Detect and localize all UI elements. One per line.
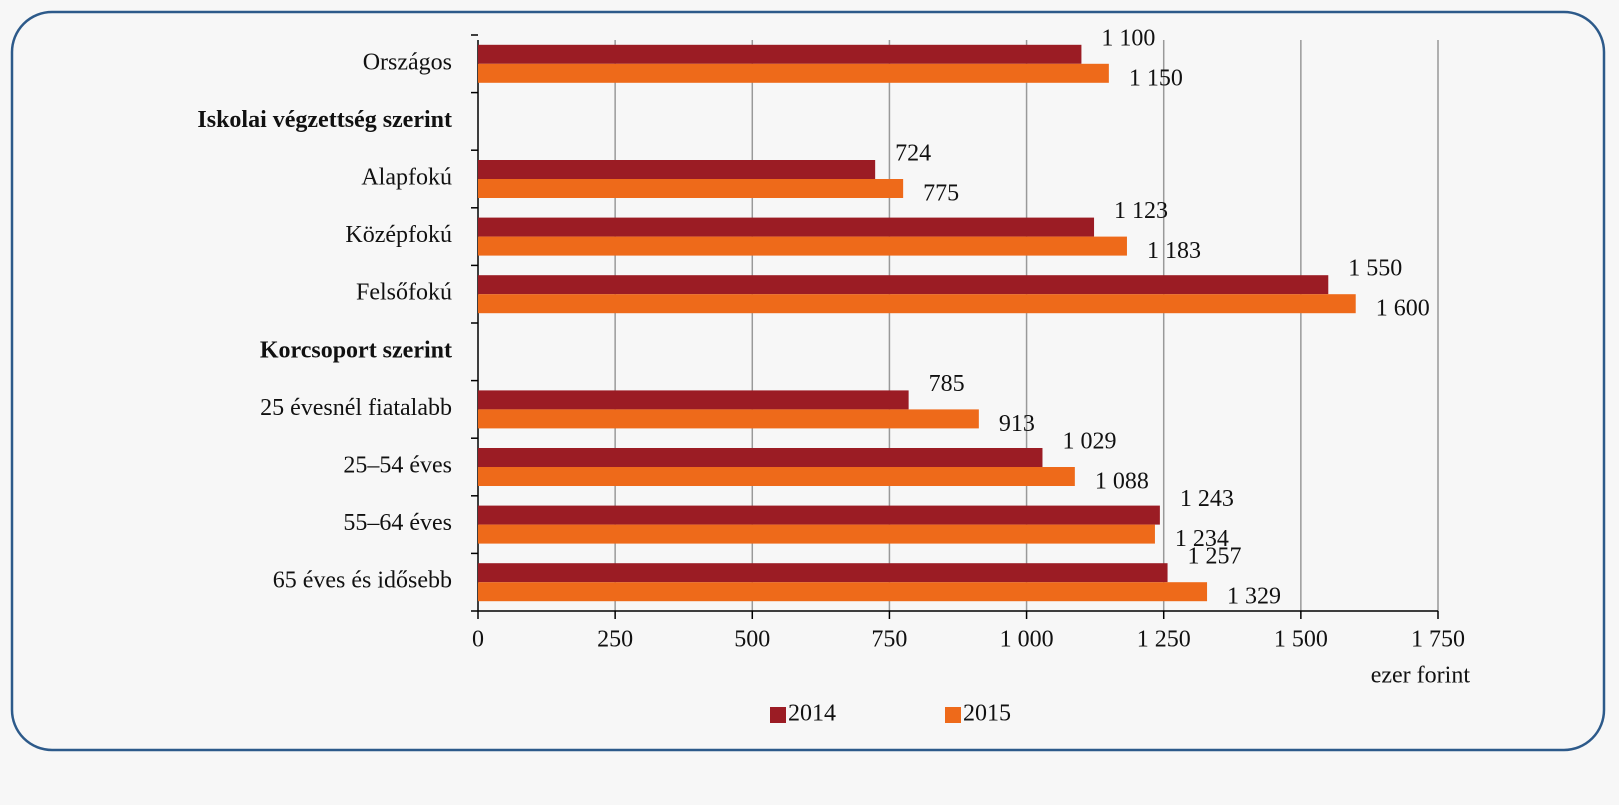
data-label: 775 xyxy=(923,181,959,207)
data-label: 1 123 xyxy=(1114,198,1168,224)
bar xyxy=(478,524,1155,544)
frame xyxy=(10,10,1606,752)
legend-swatch xyxy=(770,707,786,723)
y-tick-label: 25–54 éves xyxy=(343,453,452,479)
y-tick-label: Középfokú xyxy=(345,222,452,248)
bar xyxy=(478,217,1095,237)
data-label: 1 234 xyxy=(1175,526,1229,552)
y-tick-label: 55–64 éves xyxy=(343,510,452,536)
x-tick-label: 0 xyxy=(472,627,484,653)
y-tick-label: 65 éves és idősebb xyxy=(273,568,452,594)
y-tick-label: Korcsoport szerint xyxy=(260,337,452,363)
legend-swatch xyxy=(945,707,961,723)
x-axis-label: ezer forint xyxy=(1371,663,1471,689)
bar xyxy=(478,448,1043,467)
bar xyxy=(478,505,1160,525)
data-label: 1 257 xyxy=(1188,544,1242,570)
legend-label: 2015 xyxy=(963,701,1011,727)
data-label: 1 100 xyxy=(1101,25,1155,51)
bar xyxy=(478,563,1168,583)
bar xyxy=(478,390,909,410)
data-label: 1 150 xyxy=(1129,65,1183,91)
bar xyxy=(478,63,1109,83)
bar xyxy=(478,467,1075,486)
bar xyxy=(478,44,1082,64)
data-label: 1 600 xyxy=(1376,296,1430,322)
data-label: 1 029 xyxy=(1062,429,1116,455)
bar xyxy=(478,179,904,198)
x-tick-label: 250 xyxy=(597,627,633,653)
x-tick-label: 500 xyxy=(734,627,770,653)
data-label: 1 243 xyxy=(1180,486,1234,512)
y-tick-label: Országos xyxy=(363,49,452,75)
data-label: 1 088 xyxy=(1095,469,1149,495)
bar xyxy=(478,294,1356,314)
x-tick-label: 1 250 xyxy=(1137,627,1191,653)
x-tick-label: 1 750 xyxy=(1411,627,1465,653)
bar xyxy=(478,236,1127,256)
x-tick-label: 750 xyxy=(871,627,907,653)
data-label: 1 183 xyxy=(1147,238,1201,264)
y-tick-label: 25 évesnél fiatalabb xyxy=(260,395,452,421)
bar xyxy=(478,582,1208,602)
data-label: 724 xyxy=(895,141,931,167)
bar xyxy=(478,160,876,179)
y-tick-label: Iskolai végzettség szerint xyxy=(197,107,452,133)
legend-label: 2014 xyxy=(788,701,836,727)
bar xyxy=(478,275,1329,295)
data-label: 1 550 xyxy=(1348,256,1402,282)
y-tick-label: Felsőfokú xyxy=(356,280,452,306)
bar xyxy=(478,409,979,429)
data-label: 785 xyxy=(929,371,965,397)
x-tick-label: 1 000 xyxy=(1000,627,1054,653)
data-label: 913 xyxy=(999,411,1035,437)
y-tick-label: Alapfokú xyxy=(361,165,452,191)
x-tick-label: 1 500 xyxy=(1274,627,1328,653)
data-label: 1 329 xyxy=(1227,584,1281,610)
